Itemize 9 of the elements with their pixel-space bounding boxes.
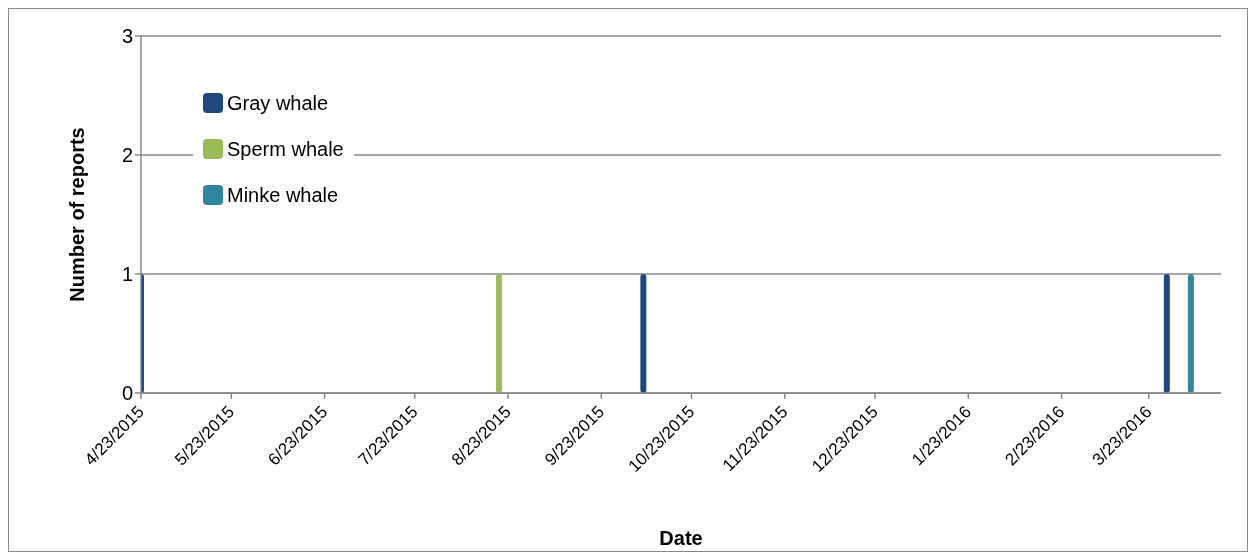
legend-label: Sperm whale: [227, 137, 344, 162]
y-axis-title: Number of reports: [66, 127, 89, 302]
legend-label: Minke whale: [227, 183, 339, 208]
y-tick-label: 3: [121, 25, 133, 48]
x-axis-title: Date: [659, 527, 703, 549]
y-tick-label: 0: [121, 382, 133, 405]
y-tick-label: 2: [121, 144, 133, 167]
y-tick-label: 1: [121, 263, 133, 286]
legend-label: Gray whale: [227, 91, 329, 116]
